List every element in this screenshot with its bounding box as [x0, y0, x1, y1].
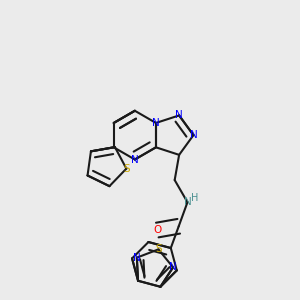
Text: N: N [184, 197, 191, 207]
Text: N: N [152, 118, 160, 128]
Text: O: O [153, 225, 161, 235]
Text: N: N [175, 110, 183, 120]
Text: N: N [190, 130, 197, 140]
Text: S: S [123, 164, 130, 174]
Text: S: S [155, 244, 162, 254]
Text: N: N [131, 154, 139, 164]
Text: N: N [169, 262, 177, 272]
Text: H: H [191, 193, 199, 203]
Text: N: N [133, 253, 141, 262]
